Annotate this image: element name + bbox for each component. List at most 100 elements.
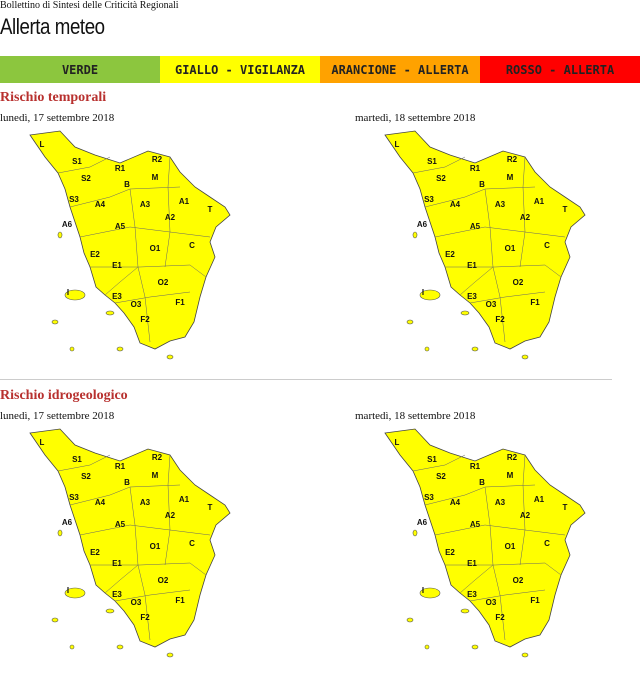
region-map: L S1 R1 R2 S2 B M S3 A4 A3 A1 T A6 A5 A2 E2 O1 C E1 I O2 E3 O3… <box>29 130 231 360</box>
zone-label: A2 <box>520 213 531 222</box>
zone-label: S1 <box>427 157 437 166</box>
zone-label: E3 <box>467 590 477 599</box>
zone-label: F2 <box>140 315 150 324</box>
zone-label: O2 <box>513 278 524 287</box>
zone-border <box>114 291 191 304</box>
island <box>51 319 59 325</box>
zone-label: A6 <box>417 220 428 229</box>
zone-label: O3 <box>486 598 497 607</box>
zone-border <box>69 484 181 506</box>
island <box>51 617 59 623</box>
zone-label: E2 <box>445 548 455 557</box>
zone-label: O1 <box>150 244 161 253</box>
zone-label: A6 <box>417 518 428 527</box>
zone-label: B <box>479 478 485 487</box>
island <box>419 289 441 301</box>
zone-border <box>164 454 171 566</box>
zone-label: L <box>40 140 45 149</box>
zone-label: E3 <box>112 590 122 599</box>
subtitle: Bollettino di Sintesi delle Criticità Re… <box>0 0 179 11</box>
legend-red: ROSSO - ALLERTA <box>480 56 640 83</box>
zone-label: S3 <box>424 195 434 204</box>
zone-label: C <box>544 539 550 548</box>
island <box>419 587 441 599</box>
zone-label: A5 <box>115 520 126 529</box>
zone-border <box>104 266 139 296</box>
zone-label: E1 <box>467 559 477 568</box>
island <box>166 354 174 360</box>
zone-label: R1 <box>115 164 126 173</box>
island <box>64 289 86 301</box>
zone-label: O2 <box>158 576 169 585</box>
zone-border <box>459 266 494 296</box>
zone-label: S1 <box>427 455 437 464</box>
zone-label: F2 <box>140 613 150 622</box>
island <box>521 652 529 658</box>
zone-border <box>469 589 546 602</box>
zone-label: A5 <box>470 520 481 529</box>
zone-label: A5 <box>470 222 481 231</box>
zone-label: A3 <box>140 200 151 209</box>
zone-border <box>412 454 466 472</box>
region-outline <box>384 130 586 350</box>
zone-label: B <box>124 180 130 189</box>
zone-label: I <box>67 586 69 595</box>
zone-label: I <box>422 288 424 297</box>
zone-label: O2 <box>513 576 524 585</box>
region-map: L S1 R1 R2 S2 B M S3 A4 A3 A1 T A6 A5 A2 E2 O1 C E1 I O2 E3 O3… <box>29 428 231 658</box>
zone-label: O3 <box>131 300 142 309</box>
zone-label: F1 <box>530 596 540 605</box>
island <box>105 310 115 316</box>
zone-label: E1 <box>112 261 122 270</box>
section-title: Rischio idrogeologico <box>0 388 128 403</box>
zone-label: S1 <box>72 455 82 464</box>
island <box>424 346 430 352</box>
zone-border <box>424 186 536 208</box>
zone-label: R2 <box>152 155 163 164</box>
zone-label: O3 <box>486 300 497 309</box>
region-outline <box>29 428 231 648</box>
zone-label: B <box>124 478 130 487</box>
island <box>460 310 470 316</box>
zone-label: L <box>395 438 400 447</box>
island <box>64 587 86 599</box>
zone-border <box>164 156 171 268</box>
zone-border <box>434 226 566 238</box>
zone-label: E2 <box>90 548 100 557</box>
zone-label: R2 <box>507 155 518 164</box>
zone-label: F2 <box>495 613 505 622</box>
region-map: L S1 R1 R2 S2 B M S3 A4 A3 A1 T A6 A5 A2 E2 O1 C E1 I O2 E3 O3… <box>384 130 586 360</box>
zone-label: R1 <box>470 164 481 173</box>
island <box>57 231 63 239</box>
zone-label: S2 <box>436 472 446 481</box>
zone-label: M <box>152 471 159 480</box>
zone-label: T <box>208 503 213 512</box>
zone-label: A1 <box>534 495 545 504</box>
zone-border <box>57 156 111 174</box>
zone-label: A1 <box>179 197 190 206</box>
map-date: lunedì, 17 settembre 2018 <box>0 410 115 422</box>
zone-label: A5 <box>115 222 126 231</box>
zone-label: O3 <box>131 598 142 607</box>
island <box>116 644 124 650</box>
zone-label: B <box>479 180 485 189</box>
zone-label: A4 <box>95 200 106 209</box>
zone-label: S2 <box>81 472 91 481</box>
zone-label: A3 <box>495 498 506 507</box>
zone-label: R1 <box>470 462 481 471</box>
region-map: L S1 R1 R2 S2 B M S3 A4 A3 A1 T A6 A5 A2 E2 O1 C E1 I O2 E3 O3… <box>384 428 586 658</box>
zone-label: A6 <box>62 518 73 527</box>
zone-label: A6 <box>62 220 73 229</box>
region-outline <box>29 130 231 350</box>
island <box>460 608 470 614</box>
zone-border <box>459 564 494 594</box>
zone-label: S2 <box>81 174 91 183</box>
zone-border <box>104 564 139 594</box>
zone-label: O1 <box>150 542 161 551</box>
zone-label: M <box>152 173 159 182</box>
zone-label: L <box>395 140 400 149</box>
zone-border <box>519 156 526 268</box>
divider <box>0 379 612 380</box>
